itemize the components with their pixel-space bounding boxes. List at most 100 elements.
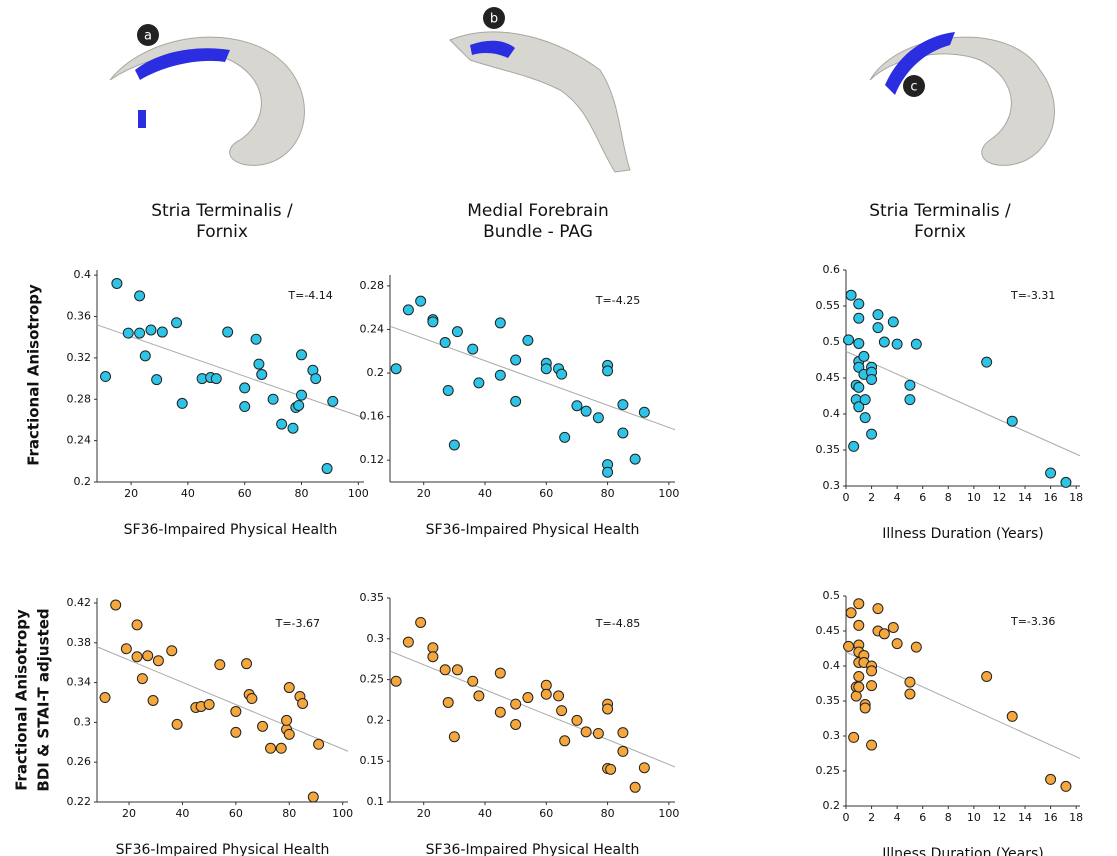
point [860, 413, 870, 423]
tract-image-c [870, 32, 1054, 165]
point [854, 672, 864, 682]
point [276, 743, 286, 753]
point [873, 310, 883, 320]
point [606, 764, 616, 774]
point [204, 699, 214, 709]
point [121, 644, 131, 654]
point [277, 419, 287, 429]
point [982, 672, 992, 682]
x-tick-label: 20 [124, 487, 138, 500]
y-tick-label: 0.45 [816, 624, 841, 637]
x-tick-label: 80 [282, 807, 296, 820]
point [879, 629, 889, 639]
row-label: Fractional Anisotropy [25, 284, 43, 466]
point [452, 665, 462, 675]
point [297, 390, 307, 400]
point [1046, 468, 1056, 478]
y-tick-label: 0.34 [67, 676, 92, 689]
point [416, 296, 426, 306]
point [240, 383, 250, 393]
y-tick-label: 0.35 [816, 694, 841, 707]
point [153, 656, 163, 666]
point [854, 599, 864, 609]
trend-line [846, 351, 1080, 455]
point [511, 396, 521, 406]
point [905, 395, 915, 405]
x-tick-label: 2 [868, 491, 875, 504]
x-tick-label: 6 [919, 491, 926, 504]
y-tick-label: 0.36 [67, 310, 92, 323]
point [172, 318, 182, 328]
x-tick-label: 10 [967, 811, 981, 824]
point [639, 763, 649, 773]
point [231, 727, 241, 737]
column-title: Stria Terminalis / [151, 201, 293, 221]
x-tick-label: 60 [229, 807, 243, 820]
point [511, 699, 521, 709]
y-tick-label: 0.3 [823, 729, 841, 742]
trend-line [97, 325, 364, 418]
row-label: Fractional Anisotropy [13, 609, 31, 791]
y-tick-label: 0.25 [360, 673, 385, 686]
point [867, 374, 877, 384]
point [268, 394, 278, 404]
x-tick-label: 12 [992, 811, 1006, 824]
x-tick-label: 12 [992, 491, 1006, 504]
figure: aStria Terminalis /FornixbMedial Forebra… [0, 0, 1117, 856]
point [859, 351, 869, 361]
y-tick-label: 0.4 [74, 268, 92, 281]
point [403, 305, 413, 315]
point [288, 423, 298, 433]
point [523, 693, 533, 703]
x-tick-label: 100 [348, 487, 369, 500]
annotation: T=-4.14 [287, 289, 332, 302]
point [846, 290, 856, 300]
point [1061, 781, 1071, 791]
point [888, 623, 898, 633]
point [258, 721, 268, 731]
point [294, 400, 304, 410]
point [322, 464, 332, 474]
point [888, 317, 898, 327]
point [284, 683, 294, 693]
y-tick-label: 0.55 [816, 299, 841, 312]
point [854, 338, 864, 348]
y-tick-label: 0.2 [367, 366, 385, 379]
point [123, 328, 133, 338]
row-label: BDI & STAI-T adjusted [35, 608, 53, 791]
point [251, 334, 261, 344]
point [560, 736, 570, 746]
point [892, 339, 902, 349]
point [873, 604, 883, 614]
point [403, 637, 413, 647]
point [416, 617, 426, 627]
point [618, 428, 628, 438]
x-tick-label: 18 [1069, 811, 1083, 824]
point [603, 366, 613, 376]
point [867, 666, 877, 676]
trend-line [390, 651, 675, 767]
point [211, 374, 221, 384]
point [111, 600, 121, 610]
point [911, 339, 921, 349]
x-tick-label: 40 [175, 807, 189, 820]
x-tick-label: 20 [122, 807, 136, 820]
badge-label: a [144, 29, 152, 44]
point [554, 691, 564, 701]
point [247, 694, 257, 704]
point [849, 441, 859, 451]
point [132, 652, 142, 662]
point [314, 739, 324, 749]
y-tick-label: 0.5 [823, 589, 841, 602]
y-tick-label: 0.24 [67, 434, 92, 447]
annotation: T=-4.85 [595, 617, 640, 630]
y-tick-label: 0.2 [823, 799, 841, 812]
point [112, 278, 122, 288]
point [284, 729, 294, 739]
x-tick-label: 80 [295, 487, 309, 500]
y-tick-label: 0.5 [823, 335, 841, 348]
point [541, 364, 551, 374]
point [1007, 711, 1017, 721]
point [892, 639, 902, 649]
point [157, 327, 167, 337]
